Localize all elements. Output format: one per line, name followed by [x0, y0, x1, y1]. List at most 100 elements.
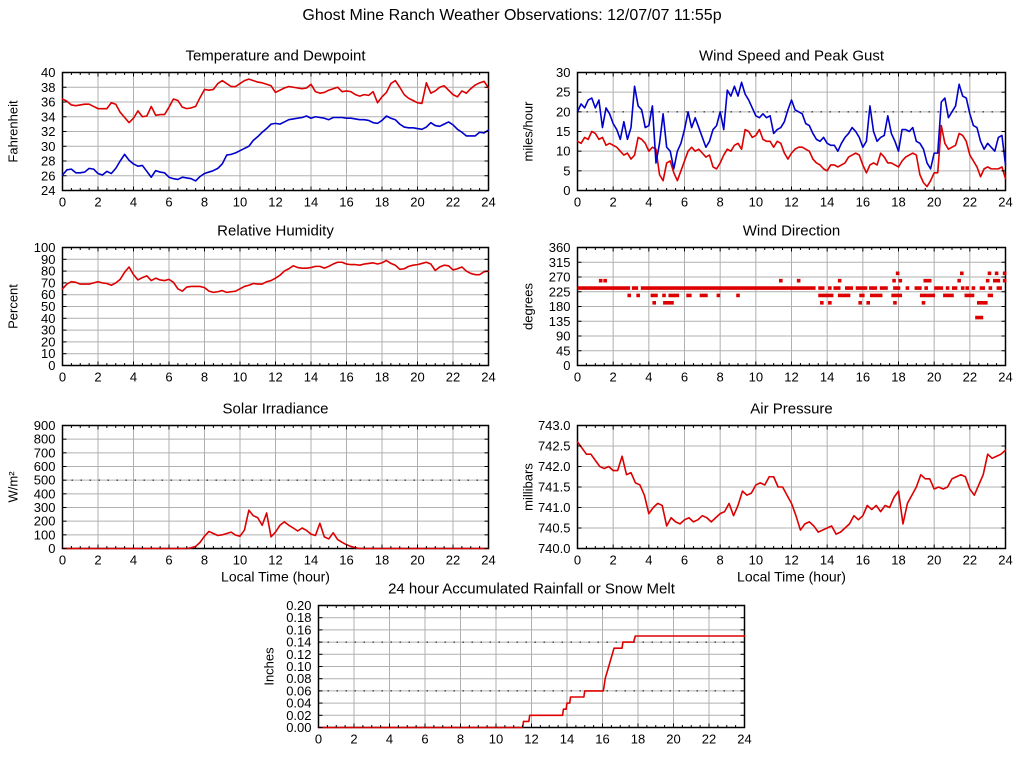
wind-direction-points [716, 293, 721, 298]
y-tick-label: 180 [549, 299, 571, 314]
y-tick-label: 40 [41, 65, 55, 80]
x-tick-label: 14 [304, 553, 318, 568]
x-tick-label: 16 [856, 370, 870, 385]
x-tick-label: 16 [856, 195, 870, 210]
wind-direction-points [893, 301, 897, 305]
y-axis-label: millibars [521, 463, 536, 511]
y-axis-label: miles/hour [521, 101, 536, 162]
wind-direction-points [859, 293, 865, 298]
wind-direction-points [845, 286, 854, 290]
wind-direction-points [627, 293, 632, 298]
y-tick-label: 225 [549, 284, 571, 299]
x-tick-label: 12 [784, 195, 798, 210]
wind-direction-points [921, 301, 926, 305]
wind-direction-points [957, 278, 961, 283]
x-tick-label: 2 [350, 732, 357, 747]
x-tick-label: 24 [481, 370, 495, 385]
wind-direction-points [631, 286, 639, 290]
x-tick-label: 10 [233, 195, 247, 210]
x-tick-label: 2 [94, 553, 101, 568]
wind-direction-points [943, 293, 954, 298]
x-tick-label: 12 [524, 732, 538, 747]
wind-direction-points [976, 301, 988, 305]
y-tick-label: 740.0 [538, 541, 571, 556]
x-tick-label: 20 [927, 195, 941, 210]
wind-direction-points [893, 286, 901, 290]
wind-direction-points [891, 293, 903, 298]
series-temperature [61, 78, 490, 124]
wind-direction-svg: 0 2 4 6 8 10 12 14 16 18 20 22 240459013518022527031… [521, 223, 1013, 385]
x-tick-label: 10 [749, 370, 763, 385]
chart-title: Wind Speed and Peak Gust [699, 48, 885, 65]
wind-direction-points [964, 293, 975, 298]
x-tick-label: 16 [339, 370, 353, 385]
y-tick-label: 500 [34, 473, 56, 488]
wind-direction-points [905, 286, 910, 290]
x-tick-label: 14 [820, 370, 834, 385]
y-tick-label: 0.14 [286, 635, 311, 650]
x-tick-label: 14 [304, 370, 318, 385]
wind-direction-points [855, 286, 868, 290]
y-tick-label: 30 [41, 139, 55, 154]
y-tick-label: 15 [556, 124, 570, 139]
y-tick-label: 135 [549, 314, 571, 329]
x-tick-label: 24 [481, 553, 495, 568]
solar-irradiance-svg: 0 2 4 6 8 10 12 14 16 18 20 22 240100200300400500600… [6, 401, 496, 585]
y-tick-label: 20 [556, 104, 570, 119]
wind-direction-points [965, 286, 969, 290]
x-tick-label: 14 [560, 732, 574, 747]
wind-direction-points [1002, 278, 1007, 283]
wind-direction-points [820, 301, 824, 305]
y-tick-label: 30 [556, 65, 570, 80]
y-tick-label: 800 [34, 432, 56, 447]
chart-title: Wind Direction [743, 223, 841, 240]
x-tick-label: 16 [339, 195, 353, 210]
wind-direction-points [924, 286, 928, 290]
y-tick-label: 38 [41, 80, 55, 95]
wind-direction-points [898, 278, 903, 283]
x-tick-label: 6 [165, 195, 172, 210]
x-tick-label: 8 [201, 195, 208, 210]
x-tick-label: 16 [595, 732, 609, 747]
x-tick-label: 10 [233, 370, 247, 385]
wind-direction-points [996, 286, 1002, 290]
y-tick-label: 25 [556, 85, 570, 100]
wind-direction-points [934, 286, 944, 290]
y-tick-label: 270 [549, 270, 571, 285]
wind-direction-points [818, 293, 834, 298]
wind-direction-points [736, 293, 740, 298]
x-tick-label: 16 [339, 553, 353, 568]
x-tick-label: 6 [421, 732, 428, 747]
wind-direction-points [895, 271, 900, 276]
x-tick-label: 12 [268, 370, 282, 385]
x-axis-label: Local Time (hour) [221, 569, 330, 585]
x-tick-label: 12 [268, 195, 282, 210]
y-tick-label: 315 [549, 255, 571, 270]
wind-direction-points [914, 286, 922, 290]
x-tick-label: 10 [749, 195, 763, 210]
wind-direction-points [636, 293, 640, 298]
wind-direction-points [960, 286, 965, 290]
x-tick-label: 0 [59, 553, 66, 568]
wind-direction-points [993, 278, 1001, 283]
wind-direction-points [650, 293, 658, 298]
wind-direction-points [668, 293, 680, 298]
wind-direction-points [866, 301, 870, 305]
wind-direction-points [971, 286, 976, 290]
x-tick-label: 18 [891, 195, 905, 210]
x-tick-label: 8 [201, 370, 208, 385]
wind-direction-points [879, 286, 888, 290]
x-tick-label: 0 [315, 732, 322, 747]
wind-direction-points [985, 278, 990, 283]
wind-direction-points [988, 286, 993, 290]
y-tick-label: 0.10 [286, 659, 311, 674]
x-tick-label: 24 [737, 732, 751, 747]
chart-title: 24 hour Accumulated Rainfall or Snow Mel… [388, 581, 676, 598]
wind-direction-points [652, 301, 656, 305]
y-tick-label: 90 [556, 329, 570, 344]
x-tick-label: 0 [574, 370, 581, 385]
y-tick-label: 10 [41, 346, 55, 361]
x-tick-label: 18 [375, 370, 389, 385]
x-tick-label: 20 [410, 195, 424, 210]
y-tick-label: 0 [48, 541, 55, 556]
